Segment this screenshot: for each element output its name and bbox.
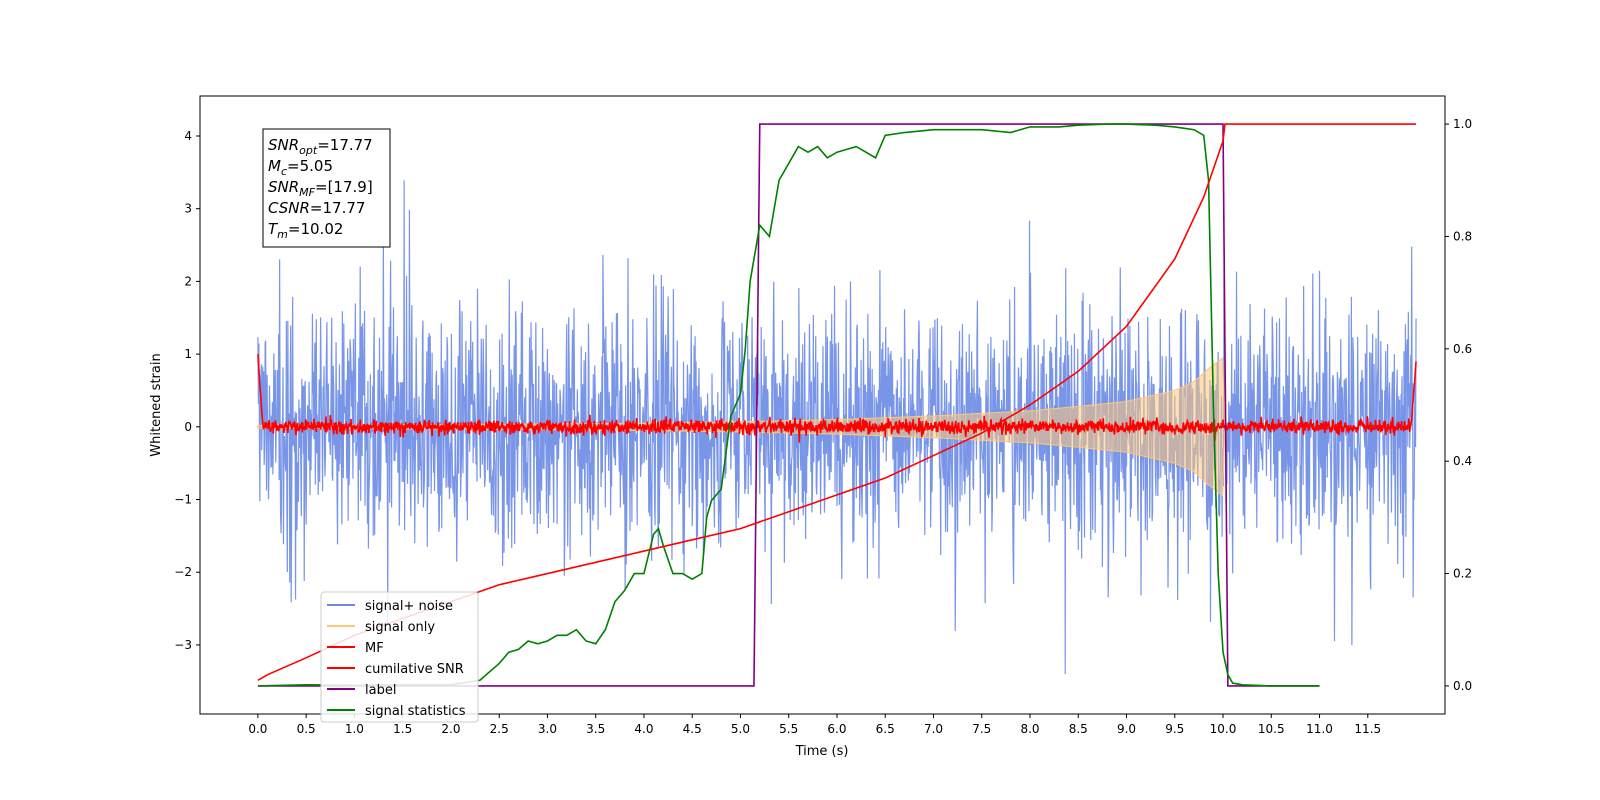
x-tick-label: 3.5 (586, 722, 605, 736)
x-axis: 0.0 0.5 1.0 1.5 2.0 2.5 3.0 3.5 4.0 4.5 5.0 5.5 6.0 6… (248, 714, 1381, 736)
x-tick-label: 6.5 (876, 722, 895, 736)
y-left-tick-label: −2 (174, 565, 192, 579)
legend-frame (320, 591, 479, 723)
y-right-tick-label: 0.2 (1453, 567, 1472, 581)
x-tick-label: 10.5 (1258, 722, 1285, 736)
annotation-line: SNRopt=17.77 (268, 136, 373, 157)
y-left-tick-label: 3 (184, 202, 192, 216)
x-tick-label: 0.5 (297, 722, 316, 736)
annotation-line: SNRMF=[17.9] (268, 178, 373, 199)
y-left-tick-label: 4 (184, 129, 192, 143)
legend-label: signal statistics (365, 704, 466, 719)
y-right-tick-label: 0.6 (1453, 342, 1472, 356)
x-tick-label: 5.0 (731, 722, 750, 736)
annotation-line: Tm=10.02 (268, 220, 343, 241)
series-signal-statistics (257, 123, 1320, 687)
x-tick-label: 2.5 (490, 722, 509, 736)
x-tick-label: 7.5 (972, 722, 991, 736)
annotation-box: SNRopt=17.77Mc=5.05SNRMF=[17.9]CSNR=17.7… (262, 128, 391, 248)
y-left-tick-label: 2 (184, 274, 192, 288)
plot-frame (199, 95, 1446, 715)
x-axis-label: Time (s) (795, 744, 849, 759)
series-label (257, 123, 1320, 687)
x-tick-label: 0.0 (248, 722, 267, 736)
y-axis-left: −3 −2 −1 0 1 2 3 4 (174, 129, 200, 652)
y-right-tick-label: 0.4 (1453, 454, 1472, 468)
y-left-tick-label: 0 (184, 420, 192, 434)
series-mf (257, 354, 1417, 443)
y-left-tick-label: −3 (174, 638, 192, 652)
x-tick-label: 4.0 (634, 722, 653, 736)
legend-label: signal+ noise (365, 599, 453, 614)
x-tick-label: 6.0 (827, 722, 846, 736)
y-axis-right: 0.0 0.2 0.4 0.6 0.8 1.0 (1445, 117, 1472, 693)
x-tick-label: 1.0 (345, 722, 364, 736)
y-right-tick-label: 1.0 (1453, 117, 1472, 131)
legend: signal+ noise signal only MF cumilative SNR… (320, 591, 479, 723)
y-left-tick-label: −1 (174, 493, 192, 507)
x-tick-label: 1.5 (393, 722, 412, 736)
x-tick-label: 7.0 (924, 722, 943, 736)
y-axis-label: Whitened strain (149, 353, 164, 456)
annotation-line: Mc=5.05 (268, 157, 333, 178)
y-left-tick-label: 1 (184, 347, 192, 361)
x-tick-label: 9.5 (1165, 722, 1184, 736)
x-tick-label: 11.5 (1354, 722, 1381, 736)
legend-label: MF (365, 641, 384, 656)
x-tick-label: 5.5 (779, 722, 798, 736)
legend-label: cumilative SNR (365, 662, 464, 677)
x-tick-label: 2.0 (441, 722, 460, 736)
y-right-tick-label: 0.0 (1453, 679, 1472, 693)
x-tick-label: 10.0 (1210, 722, 1237, 736)
y-right-tick-label: 0.8 (1453, 229, 1472, 243)
legend-label: label (365, 683, 396, 698)
x-tick-label: 3.0 (538, 722, 557, 736)
x-tick-label: 4.5 (683, 722, 702, 736)
x-tick-label: 11.0 (1306, 722, 1333, 736)
annotation-frame (262, 128, 391, 248)
x-tick-label: 8.0 (1020, 722, 1039, 736)
x-tick-label: 8.5 (1069, 722, 1088, 736)
x-tick-label: 9.0 (1117, 722, 1136, 736)
annotation-line: CSNR=17.77 (268, 199, 365, 217)
legend-label: signal only (365, 620, 435, 635)
